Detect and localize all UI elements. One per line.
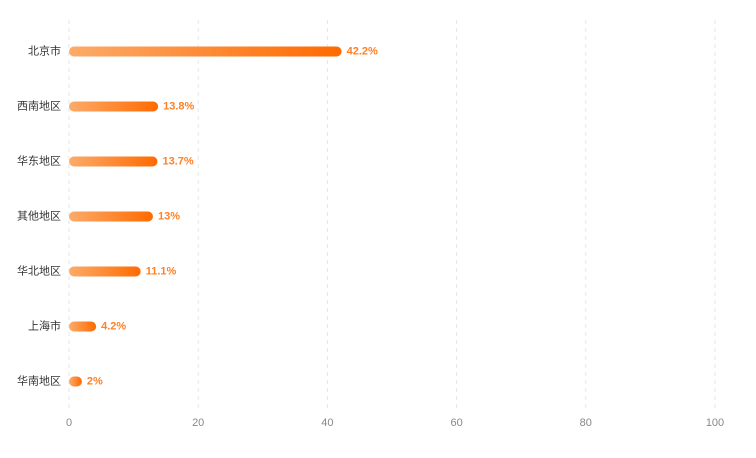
value-label: 13%	[158, 210, 180, 222]
value-label: 42.2%	[347, 45, 378, 57]
bar	[69, 266, 141, 277]
value-label: 11.1%	[146, 265, 177, 277]
y-tick-label: 北京市	[28, 43, 61, 57]
bar	[69, 321, 97, 332]
value-label: 4.2%	[101, 320, 126, 332]
bar	[69, 101, 159, 112]
value-label: 13.8%	[163, 100, 194, 112]
x-tick-label: 40	[321, 417, 333, 429]
y-tick-label: 西南地区	[17, 99, 61, 112]
x-tick-label: 100	[706, 417, 724, 429]
x-tick-label: 20	[192, 417, 204, 429]
value-label: 2%	[87, 375, 103, 387]
bar	[69, 46, 342, 57]
y-tick-label: 华东地区	[17, 153, 61, 167]
x-tick-label: 60	[450, 417, 462, 429]
x-tick-label: 80	[580, 417, 592, 429]
value-label: 13.7%	[163, 155, 194, 167]
y-tick-label: 上海市	[28, 318, 61, 332]
x-tick-label: 0	[66, 417, 72, 429]
y-tick-label: 华南地区	[17, 373, 61, 387]
y-tick-label: 华北地区	[17, 263, 61, 277]
bar	[69, 211, 153, 222]
bar	[69, 156, 158, 167]
bar	[69, 376, 82, 387]
y-tick-label: 其他地区	[17, 209, 61, 222]
